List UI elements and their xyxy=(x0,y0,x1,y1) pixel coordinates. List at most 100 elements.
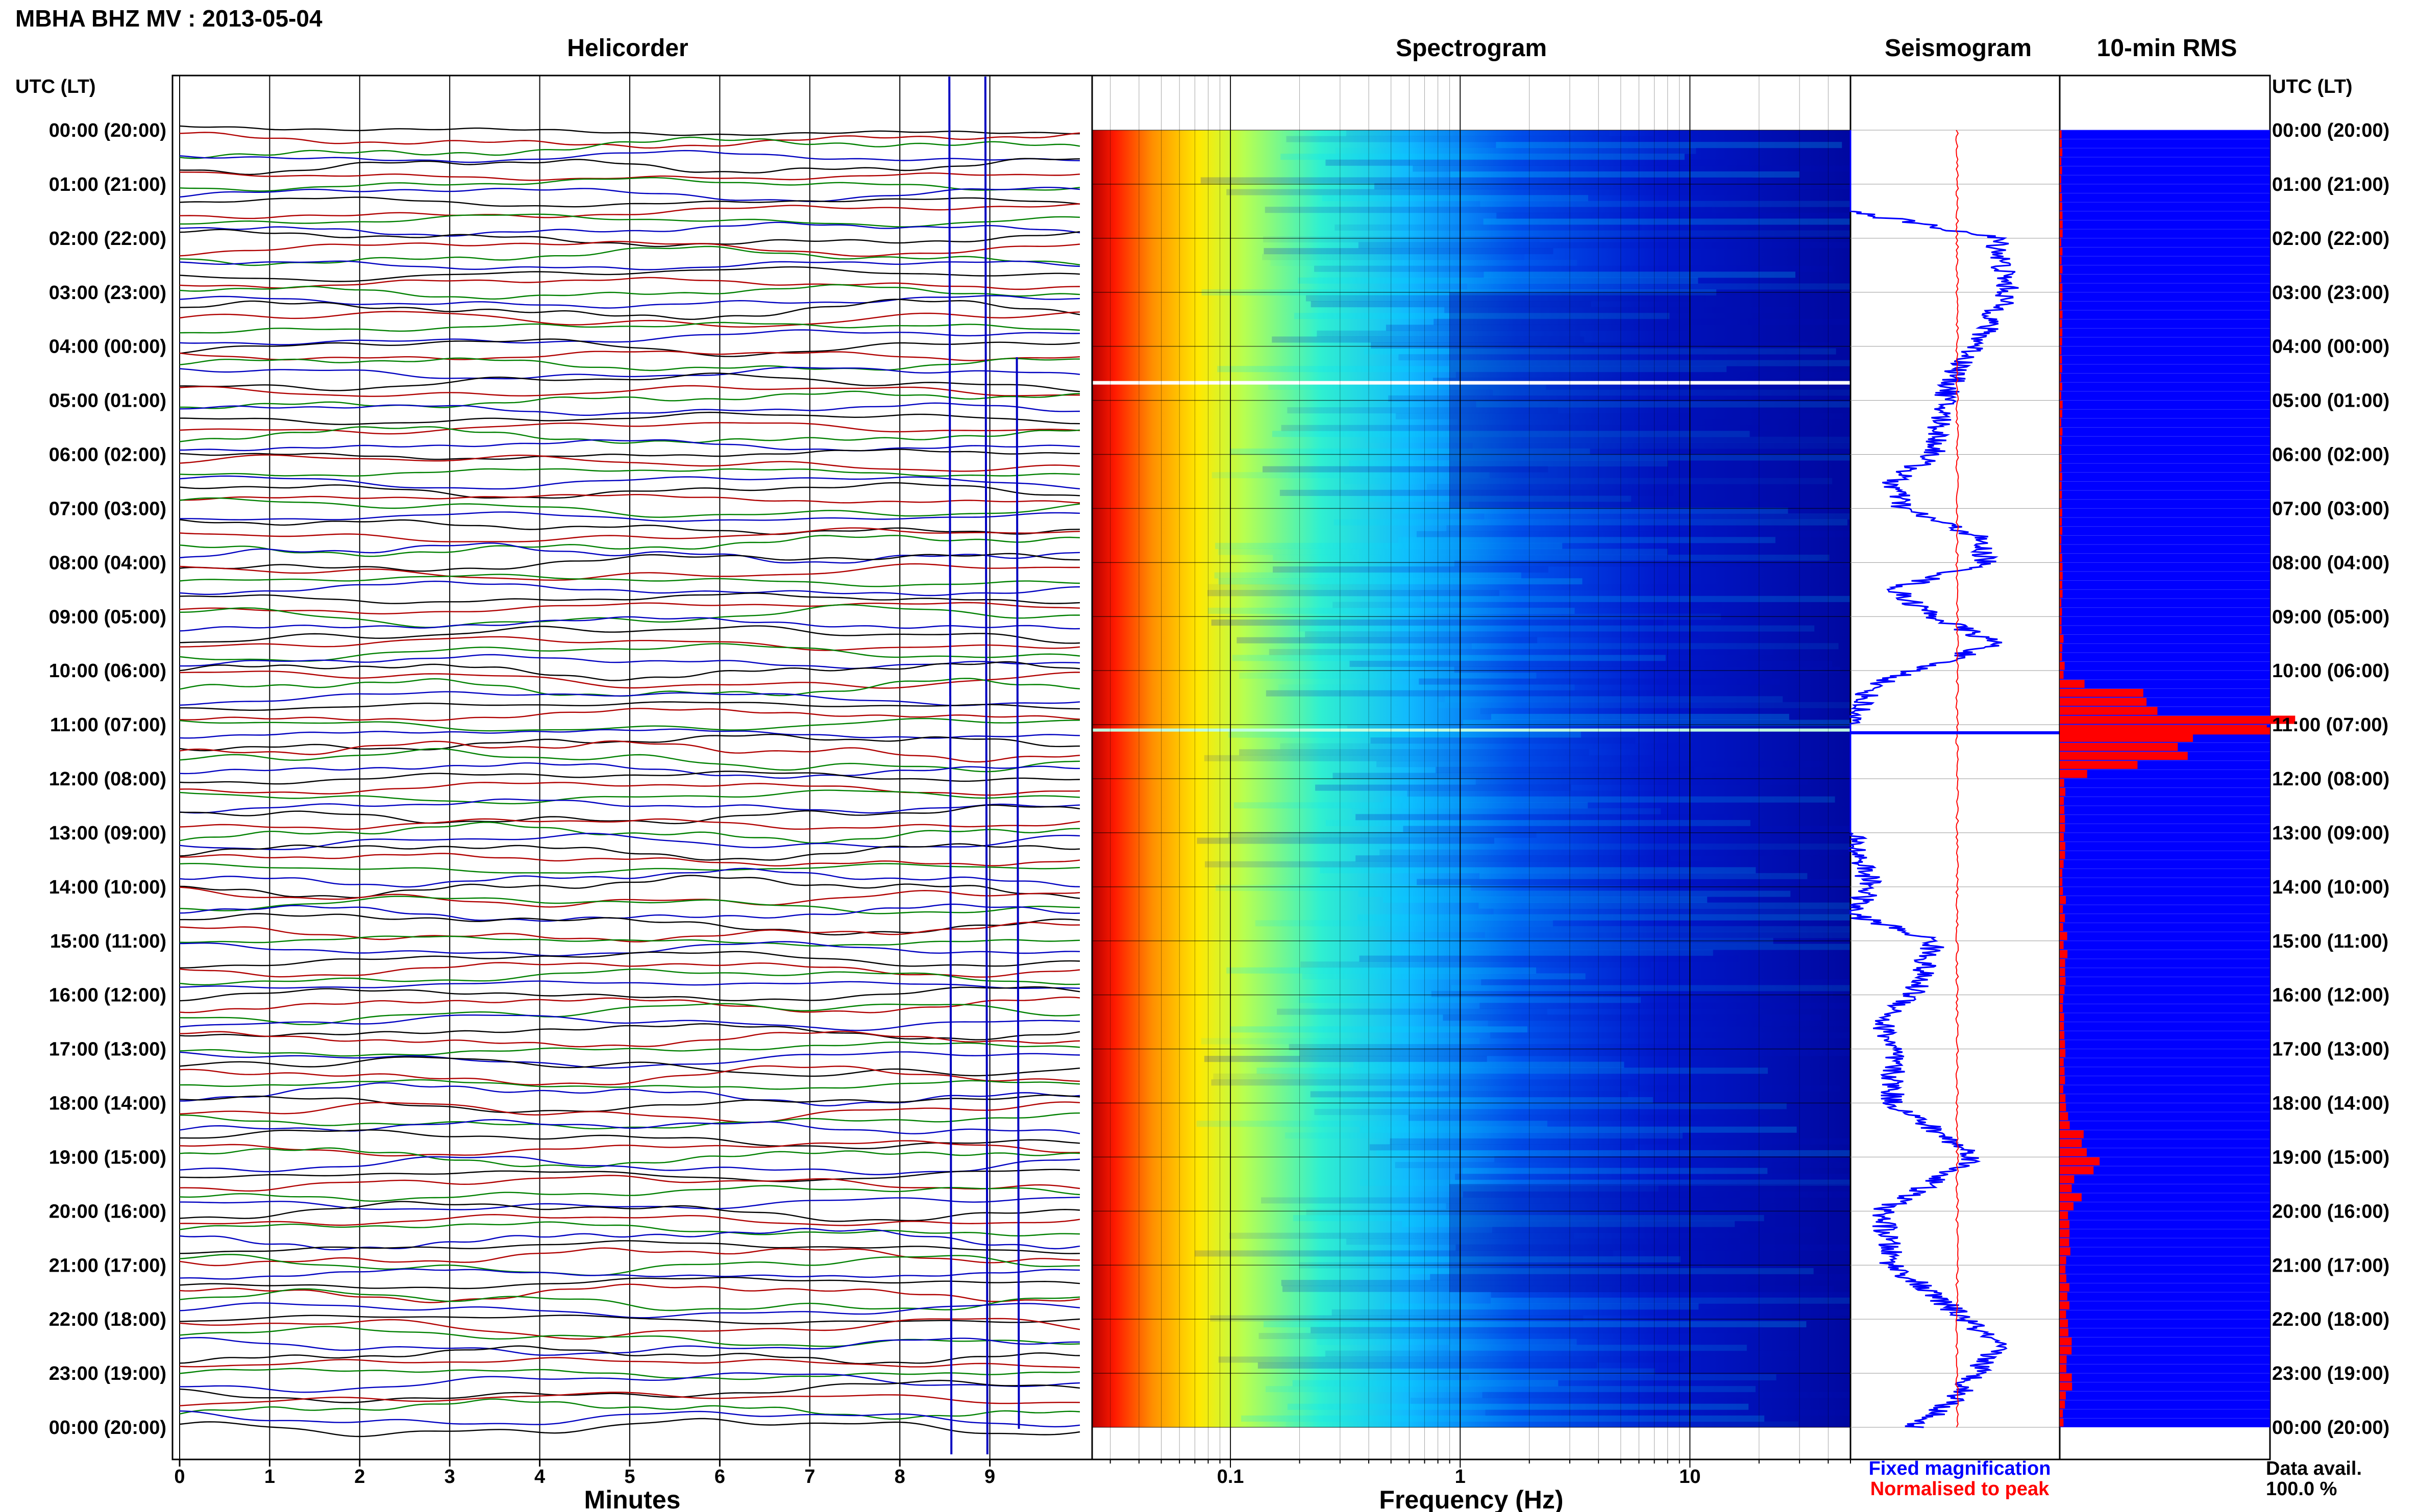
helicorder-trace xyxy=(179,260,1080,270)
helicorder-trace xyxy=(179,986,1080,1002)
helicorder-trace xyxy=(179,1368,1080,1380)
rms-bar xyxy=(2060,1067,2065,1076)
helicorder-trace xyxy=(179,329,1080,345)
time-label-right: 12:00 (08:00) xyxy=(2272,769,2389,790)
spectrogram-row xyxy=(1211,619,1664,626)
rms-bar xyxy=(2060,499,2062,508)
rms-bar xyxy=(2060,1175,2075,1183)
spectrogram-row xyxy=(1344,478,1833,484)
rms-bar xyxy=(2060,923,2063,931)
helicorder-trace xyxy=(179,1201,1080,1222)
spectrogram-row xyxy=(1490,1032,1942,1038)
time-label-left: 05:00 (01:00) xyxy=(49,390,166,412)
spectrogram-row xyxy=(1314,1109,1640,1116)
spectrogram-row xyxy=(1311,1327,1763,1333)
helicorder-trace xyxy=(179,1315,1080,1325)
spectrogram-gap-row xyxy=(1092,728,1850,732)
spectrogram-row xyxy=(1218,578,1583,585)
helicorder-trace xyxy=(179,1357,1080,1369)
spectrogram-row xyxy=(1357,914,1879,921)
spectrogram-row xyxy=(1349,660,1833,667)
helicorder-panel: 0 1 2 3 4 5 6 7 8 9 xyxy=(171,75,1093,1488)
rms-bar xyxy=(2060,688,2143,697)
rms-bar xyxy=(2060,787,2066,796)
time-label-left: 17:00 (13:00) xyxy=(49,1039,166,1060)
utc-header-right: UTC (LT) xyxy=(2272,76,2353,97)
rms-bar xyxy=(2060,175,2061,184)
spectrogram-row xyxy=(1272,566,1548,573)
spectrogram-row xyxy=(1490,1297,1935,1304)
helicorder-trace xyxy=(179,203,1080,219)
time-label-right: 15:00 (11:00) xyxy=(2272,931,2388,952)
rms-bar xyxy=(2060,247,2063,256)
spectrogram-row xyxy=(1196,1121,1547,1127)
time-label-left: 21:00 (17:00) xyxy=(49,1255,166,1276)
rms-bar xyxy=(2060,1012,2064,1022)
spectrogram-row xyxy=(1352,808,1661,814)
time-label-right: 16:00 (12:00) xyxy=(2272,985,2389,1006)
helicorder-trace xyxy=(179,717,1080,732)
spectrogram-row xyxy=(1449,360,1973,366)
helicorder-trace xyxy=(179,284,1080,300)
time-label-left: 00:00 (20:00) xyxy=(49,120,166,141)
helicorder-trace xyxy=(179,1030,1080,1048)
rms-bar xyxy=(2060,427,2063,436)
rms-bar xyxy=(2060,436,2062,445)
spectrogram-row xyxy=(1311,301,1591,308)
spectrogram-texture xyxy=(1092,130,2044,1428)
spectrogram-row xyxy=(1426,484,1786,490)
spectrogram-row xyxy=(1285,1132,1683,1139)
helicorder-trace xyxy=(179,245,1080,266)
time-label-left: 22:00 (18:00) xyxy=(49,1309,166,1330)
spectrogram-row xyxy=(1410,1398,1743,1404)
helicorder-trace xyxy=(179,1079,1080,1090)
rms-bar xyxy=(2060,1310,2066,1319)
time-label-right: 14:00 (10:00) xyxy=(2272,877,2389,898)
helicorder-trace xyxy=(179,935,1080,947)
helicorder-trace xyxy=(179,708,1080,722)
spectrogram-row xyxy=(1346,844,1884,850)
helicorder-trace xyxy=(179,1221,1080,1237)
spectrogram-row xyxy=(1469,1374,1776,1381)
rms-bar xyxy=(2060,1094,2066,1102)
helicorder-trace xyxy=(179,221,1080,237)
rms-bar xyxy=(2060,1247,2070,1256)
spectrogram-row xyxy=(1362,495,1632,502)
rms-bar xyxy=(2060,1166,2094,1175)
rms-bar xyxy=(2060,418,2061,427)
spectrogram-row xyxy=(1268,383,1546,390)
rms-bar xyxy=(2060,1220,2069,1229)
helicorder-trace xyxy=(179,922,1080,943)
helicorder-transient xyxy=(948,76,953,1455)
rms-bar xyxy=(2060,1039,2065,1049)
spectrogram-row xyxy=(1334,519,1848,526)
spectrogram-row xyxy=(1281,1280,1746,1286)
spectrogram-row xyxy=(1255,920,1553,927)
rms-bar xyxy=(2060,490,2062,499)
helicorder-trace xyxy=(179,604,1080,628)
rms-bar xyxy=(2060,1418,2064,1427)
spectrogram-row xyxy=(1226,967,1537,974)
rms-bar xyxy=(2060,1058,2064,1067)
time-label-right: 08:00 (04:00) xyxy=(2272,552,2389,574)
rms-bar xyxy=(2060,589,2063,598)
spectrogram-row xyxy=(1450,171,1800,178)
time-label-left: 06:00 (02:00) xyxy=(49,444,166,466)
rms-bar xyxy=(2060,805,2065,814)
spectrogram-row xyxy=(1374,183,1913,190)
seismogram-title: Seismogram xyxy=(1885,35,2032,62)
rms-bar xyxy=(2060,652,2062,661)
helicorder-trace xyxy=(179,1169,1080,1182)
helicorder-trace xyxy=(179,1042,1080,1057)
helicorder-trace xyxy=(179,519,1080,535)
rms-bar xyxy=(2060,995,2063,1003)
spectrogram-row xyxy=(1229,448,1590,455)
helicorder-trace xyxy=(179,321,1080,334)
spectrogram-row xyxy=(1210,1315,1584,1322)
spectrogram-row xyxy=(1448,1085,1840,1092)
rms-bar xyxy=(2060,607,2062,616)
helicorder-trace xyxy=(179,494,1080,504)
time-label-right: 13:00 (09:00) xyxy=(2272,823,2389,844)
spectrogram-row xyxy=(1370,737,1636,744)
